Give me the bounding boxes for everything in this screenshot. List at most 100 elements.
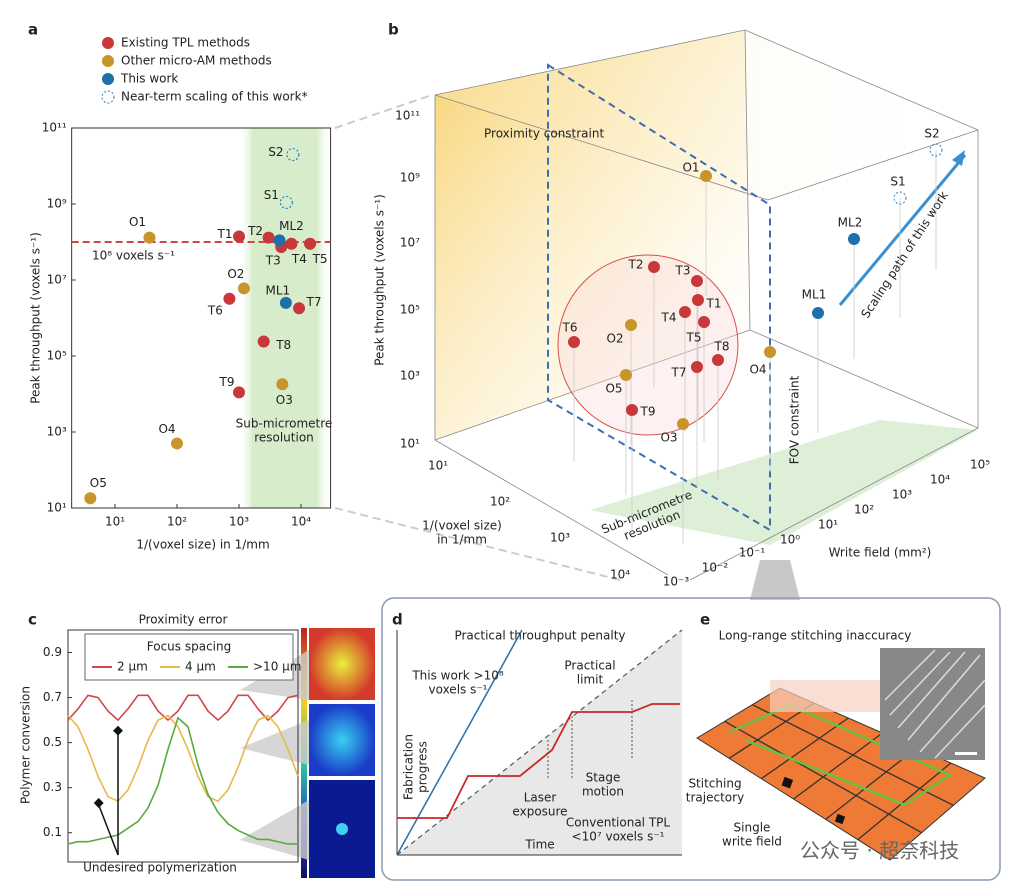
panel-label: d (392, 611, 403, 629)
scaling-arrow (838, 154, 967, 306)
point (625, 319, 637, 331)
legend-marker (101, 90, 115, 104)
legend-label: Near-term scaling of this work* (121, 90, 308, 104)
point (700, 170, 712, 182)
arrowhead (952, 150, 965, 166)
point (893, 191, 907, 205)
point (626, 404, 638, 416)
point-label: O5 (90, 476, 107, 490)
point (677, 418, 689, 430)
legend-label: 2 µm (117, 660, 148, 674)
chart-title: Proximity error (139, 613, 228, 627)
point-label: T3 (675, 264, 691, 278)
grid-line (752, 704, 954, 806)
y-tick-label: 0.9 (43, 645, 62, 659)
point-label: T4 (661, 311, 677, 325)
point (929, 143, 943, 157)
point-label: T8 (275, 338, 291, 352)
annotation: trajectory (686, 791, 744, 805)
z-tick-label: 10³ (892, 488, 912, 502)
y-tick-label: 10⁵ (400, 303, 420, 317)
x-tick-label: 10³ (550, 531, 570, 545)
callout (240, 650, 309, 860)
data-point (262, 231, 275, 244)
point-label: ML1 (266, 283, 291, 297)
y-tick-label: 10⁵ (47, 349, 67, 363)
marker (834, 813, 846, 825)
x-tick-label: 10⁴ (610, 568, 630, 582)
y-axis-title: Peak throughput (voxels s⁻¹) (373, 194, 387, 366)
connector (334, 94, 621, 581)
y-tick-label: 10¹ (400, 437, 420, 451)
point-label: S2 (268, 145, 283, 159)
point-label: T8 (714, 340, 730, 354)
z-tick-label: 10² (854, 503, 874, 517)
fov-box (547, 63, 771, 532)
y-tick-label: 10⁷ (400, 236, 420, 250)
grid-line (724, 720, 922, 834)
heatmap-spot (336, 823, 348, 835)
point (692, 294, 704, 306)
cube-frame (434, 29, 979, 581)
point (620, 369, 632, 381)
legend-marker (102, 55, 114, 67)
annotation: Conventional TPL (566, 816, 670, 830)
y-tick-label: 10³ (47, 425, 67, 439)
pointer (97, 802, 119, 856)
data-point (279, 195, 293, 210)
heatmap (309, 704, 375, 776)
data-point (223, 292, 236, 305)
y-tick-label: 10¹¹ (42, 121, 67, 135)
y-tick-label: 0.5 (43, 735, 62, 749)
y-tick-label: 0.7 (43, 690, 62, 704)
annotation: Stage (586, 771, 621, 785)
point-label: S2 (924, 127, 939, 141)
annotation: write field (722, 835, 782, 849)
legend-label: This work (120, 72, 178, 86)
region-label: FOV constraint (788, 375, 802, 464)
shaded-region (239, 128, 331, 508)
data-point (233, 230, 245, 243)
panel-label: b (388, 21, 399, 39)
region-label: Proximity constraint (484, 127, 604, 141)
data-point (171, 437, 183, 450)
point-label: T5 (312, 252, 328, 266)
grid-line (793, 732, 883, 800)
point-label: O3 (276, 393, 293, 407)
scale-bar (955, 752, 977, 755)
data-point (276, 378, 289, 391)
data-point (273, 234, 286, 247)
point-label: T2 (628, 258, 644, 272)
y-axis-title: progress (416, 741, 430, 793)
x-axis-title: 1/(voxel size) in 1/mm (136, 538, 269, 552)
point-label: O4 (158, 422, 175, 436)
point-label: O4 (749, 363, 766, 377)
guide (547, 700, 633, 780)
z-tick-label: 10⁻³ (663, 575, 690, 589)
data-point (304, 237, 317, 250)
point-label: T1 (217, 227, 233, 241)
panel-label: a (28, 21, 38, 39)
annotation: limit (577, 673, 604, 687)
z-tick-label: 10⁴ (930, 473, 950, 487)
data-point (233, 386, 245, 399)
y-tick-label: 10¹¹ (395, 109, 420, 123)
x-tick-label: 10³ (229, 515, 249, 529)
heatmap (309, 628, 375, 700)
y-tick-label: 10⁷ (47, 273, 67, 287)
point-label: T4 (291, 252, 307, 266)
inset-highlight (770, 680, 880, 712)
data-point (257, 335, 270, 348)
point-label: O1 (682, 161, 699, 175)
legend-label: >10 µm (253, 660, 301, 674)
panel-box (381, 597, 1001, 881)
trajectory (729, 703, 953, 807)
conventional-line (397, 703, 680, 819)
point-label: T2 (247, 224, 263, 238)
annotation: Laser (524, 791, 557, 805)
annotation: exposure (512, 805, 567, 819)
region-label: Sub-micrometre (236, 417, 333, 431)
panel-label: c (28, 611, 37, 629)
y-tick-label: 10³ (400, 369, 420, 383)
